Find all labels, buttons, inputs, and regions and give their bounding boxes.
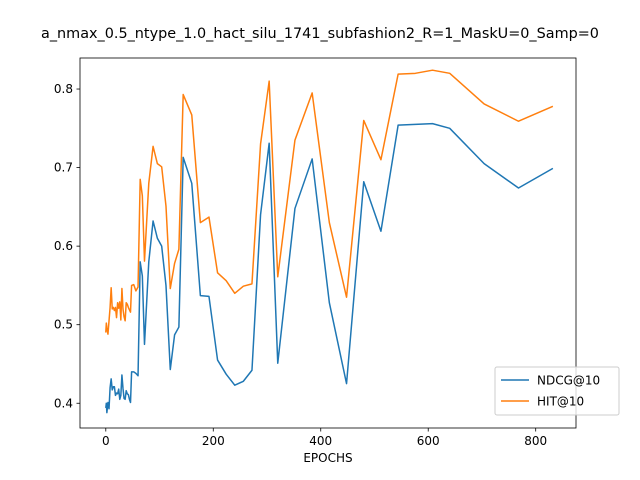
- chart-title: a_nmax_0.5_ntype_1.0_hact_silu_1741_subf…: [41, 26, 599, 42]
- x-tick-label: 800: [524, 434, 547, 448]
- y-axis: 0.4 0.5 0.6 0.7 0.8: [54, 82, 80, 410]
- series-layer: [105, 69, 554, 414]
- legend-label-hit: HIT@10: [537, 395, 584, 409]
- y-tick-label: 0.8: [54, 82, 73, 96]
- legend: NDCG@10 HIT@10: [494, 366, 620, 416]
- x-tick-label: 400: [309, 434, 332, 448]
- x-axis-label: EPOCHS: [303, 451, 352, 465]
- x-tick-label: 0: [102, 434, 110, 448]
- y-tick-label: 0.4: [54, 396, 73, 410]
- y-tick-label: 0.7: [54, 161, 73, 175]
- y-tick-label: 0.5: [54, 318, 73, 332]
- series-line-hit-10: [105, 69, 554, 335]
- legend-label-ndcg: NDCG@10: [537, 374, 600, 388]
- y-tick-label: 0.6: [54, 239, 73, 253]
- x-axis: 0 200 400 600 800: [102, 428, 547, 448]
- plot-frame: [79, 57, 577, 429]
- legend-box: [494, 366, 620, 416]
- series-line-ndcg-10: [105, 122, 554, 414]
- x-tick-label: 600: [417, 434, 440, 448]
- x-tick-label: 200: [202, 434, 225, 448]
